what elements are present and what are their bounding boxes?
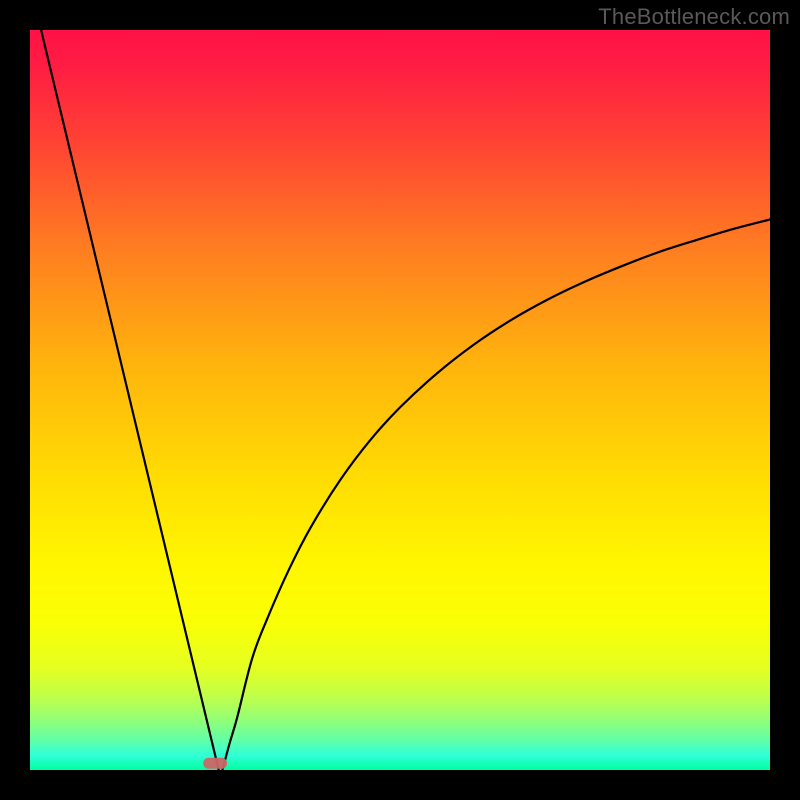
- curve-left-branch: [41, 30, 219, 770]
- optimum-marker: [203, 758, 227, 768]
- bottleneck-curve: [30, 30, 770, 770]
- curve-right-branch: [222, 219, 770, 770]
- chart-plot-area: [30, 30, 770, 770]
- watermark-text: TheBottleneck.com: [598, 4, 790, 30]
